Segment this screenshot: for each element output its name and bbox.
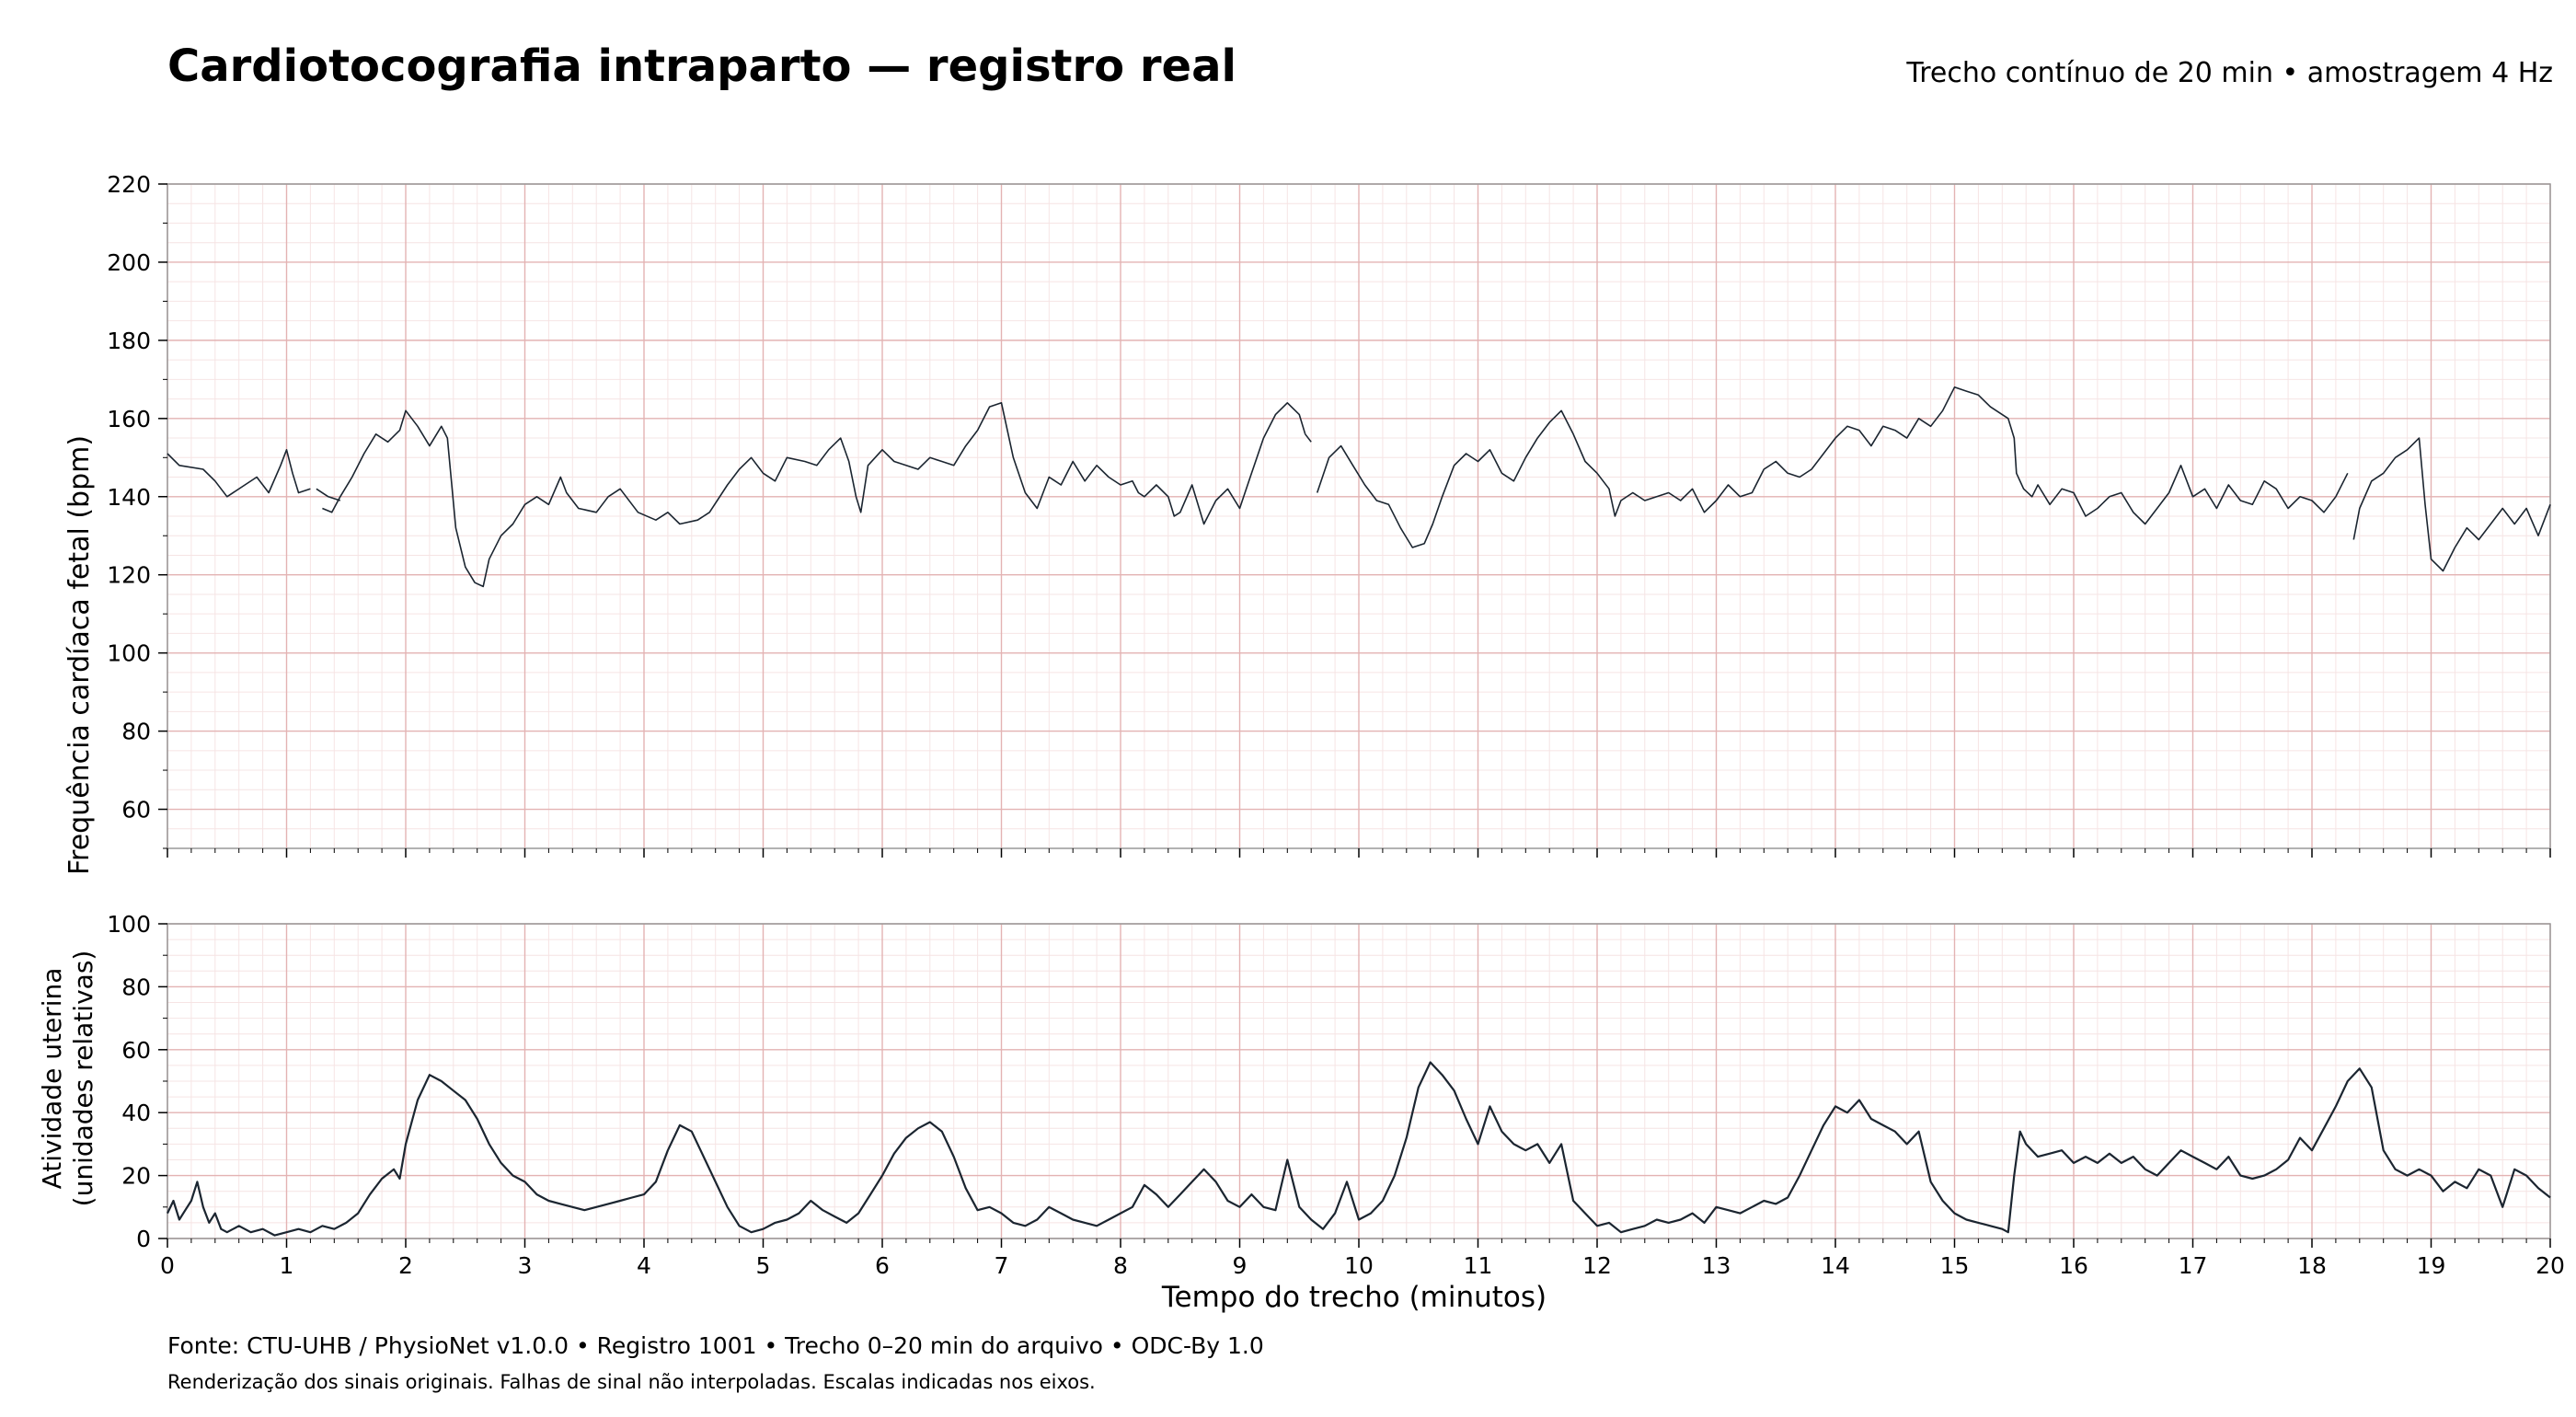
- x-tick-label: 1: [280, 1252, 294, 1279]
- x-tick-label: 18: [2297, 1252, 2327, 1279]
- y-tick-label: 120: [107, 562, 151, 589]
- x-ticks: [167, 848, 2551, 858]
- signal-segment: [1305, 433, 1312, 443]
- x-tick-label: 6: [875, 1252, 890, 1279]
- y-ticks: 0 20 40 60 80 100: [107, 911, 167, 1252]
- y-tick-label: 60: [121, 1037, 151, 1064]
- x-tick-label: 13: [1702, 1252, 1731, 1279]
- x-tick-label: 7: [995, 1252, 1009, 1279]
- signal-segment: [2352, 437, 2551, 572]
- x-tick-label: 15: [1940, 1252, 1970, 1279]
- x-tick-label: 11: [1464, 1252, 1493, 1279]
- x-tick-label: 5: [756, 1252, 771, 1279]
- y-tick-label: 0: [136, 1226, 151, 1252]
- x-ticks: 0 1 2 3 4 5 6 7 8 9 10 11 12 13 14 15 16 17 18 19 20: [160, 1238, 2565, 1279]
- y-tick-label: 140: [107, 484, 151, 511]
- trace: [167, 1061, 2551, 1237]
- x-tick-label: 17: [2179, 1252, 2208, 1279]
- x-tick-label: 4: [637, 1252, 651, 1279]
- y-tick-label: 160: [107, 406, 151, 432]
- fhr-panel: 60 80 100 120 140 160 180 200 220: [107, 171, 2551, 858]
- y-tick-label: 80: [121, 719, 151, 745]
- toco-y-axis-label-line-2: (unidades relativas): [68, 950, 98, 1207]
- x-tick-label: 2: [398, 1252, 413, 1279]
- x-tick-label: 20: [2536, 1252, 2565, 1279]
- x-tick-label: 16: [2059, 1252, 2088, 1279]
- signal-segment: [322, 402, 1306, 588]
- x-axis-label: Tempo do trecho (minutos): [1161, 1281, 1547, 1314]
- y-ticks: 60 80 100 120 140 160 180 200 220: [107, 171, 167, 849]
- y-tick-label: 80: [121, 973, 151, 1000]
- y-tick-label: 180: [107, 328, 151, 354]
- chart-subtitle: Trecho contínuo de 20 min • amostragem 4…: [1906, 57, 2553, 89]
- fhr-y-axis-label: Frequência cardíaca fetal (bpm): [63, 435, 96, 875]
- toco-y-axis-label-line-1: Atividade uterina: [37, 968, 67, 1190]
- x-tick-label: 10: [1344, 1252, 1374, 1279]
- signal-segment: [167, 449, 311, 498]
- source-note: Fonte: CTU-UHB / PhysioNet v1.0.0 • Regi…: [167, 1332, 1264, 1359]
- x-tick-label: 19: [2417, 1252, 2446, 1279]
- y-tick-label: 20: [121, 1163, 151, 1190]
- x-tick-label: 8: [1113, 1252, 1128, 1279]
- signal-segment: [1316, 386, 2349, 548]
- y-tick-label: 200: [107, 249, 151, 276]
- major-grid: [167, 183, 2551, 848]
- x-tick-label: 0: [160, 1252, 175, 1279]
- major-grid: [167, 923, 2551, 1239]
- chart-title: Cardiotocografia intraparto — registro r…: [167, 40, 1236, 92]
- y-tick-label: 40: [121, 1100, 151, 1126]
- x-tick-label: 9: [1233, 1252, 1248, 1279]
- x-tick-label: 14: [1821, 1252, 1850, 1279]
- y-tick-label: 100: [107, 640, 151, 667]
- signal-segment: [316, 488, 341, 501]
- x-tick-label: 12: [1582, 1252, 1612, 1279]
- trace: [167, 386, 2551, 588]
- x-tick-label: 3: [518, 1252, 533, 1279]
- y-tick-label: 220: [107, 171, 151, 198]
- render-note: Renderização dos sinais originais. Falha…: [167, 1371, 1096, 1393]
- signal-segment: [167, 1061, 2551, 1237]
- y-tick-label: 100: [107, 911, 151, 938]
- y-tick-label: 60: [121, 797, 151, 824]
